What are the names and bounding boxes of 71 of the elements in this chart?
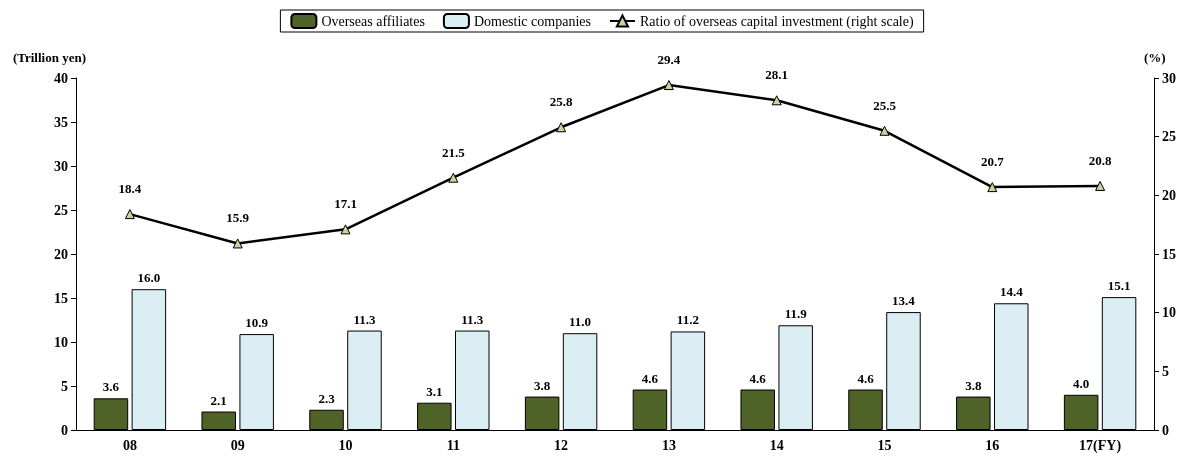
y2-tick-label: 0 (1162, 422, 1169, 438)
y-tick-label: 15 (54, 290, 68, 306)
x-tick-label: 11 (446, 437, 460, 453)
legend-label: Domestic companies (473, 13, 591, 29)
point (448, 172, 459, 183)
data-label: 28.1 (765, 67, 789, 83)
data-label: 11.3 (353, 311, 376, 327)
y-tick-label: 25 (54, 202, 68, 218)
x-tick-label: 17(FY) (1079, 437, 1122, 454)
data-label: 20.8 (1088, 152, 1112, 168)
legend-label: Overseas affiliates (321, 13, 425, 29)
data-label: 4.6 (857, 370, 875, 386)
data-label: 3.6 (102, 379, 120, 395)
data-label: 3.8 (534, 377, 551, 393)
data-label: 2.1 (210, 392, 227, 408)
data-label: 10.9 (245, 315, 269, 331)
legend-label: Ratio of overseas capital investment (right scale) (639, 13, 914, 30)
y2-tick-label: 20 (1162, 187, 1176, 203)
data-label: 11.0 (569, 314, 592, 330)
point (124, 209, 135, 220)
data-label: 11.9 (784, 306, 808, 322)
data-label: 17.1 (334, 196, 357, 212)
data-label: 20.7 (980, 154, 1005, 170)
x-tick-label: 16 (985, 437, 1000, 453)
point (879, 125, 890, 136)
x-tick-label: 13 (661, 437, 676, 453)
point (1095, 180, 1106, 191)
point (232, 238, 243, 249)
x-tick-label: 08 (122, 437, 137, 453)
y2-tick-label: 30 (1162, 70, 1176, 86)
data-label: 14.4 (999, 284, 1024, 300)
y-axis-title: (Trillion yen) (12, 50, 86, 65)
point (987, 182, 998, 193)
data-label: 15.9 (226, 210, 250, 226)
x-tick-label: 10 (338, 437, 353, 453)
x-tick-label: 15 (877, 437, 892, 453)
y-tick-label: 20 (54, 246, 68, 262)
y2-tick-label: 10 (1162, 305, 1176, 321)
x-tick-label: 14 (769, 437, 784, 453)
y-tick-label: 5 (61, 378, 68, 394)
data-label: 4.6 (749, 370, 767, 386)
data-label: 16.0 (137, 270, 161, 286)
data-label: 15.1 (1107, 278, 1131, 294)
x-tick-label: 12 (554, 437, 569, 453)
y2-tick-label: 25 (1162, 129, 1176, 145)
y-tick-label: 40 (54, 70, 68, 86)
data-label: 11.3 (461, 311, 484, 327)
x-tick-label: 09 (230, 437, 245, 453)
y2-tick-label: 5 (1162, 363, 1169, 379)
y-tick-label: 35 (54, 114, 68, 130)
data-label: 29.4 (657, 52, 681, 68)
y-tick-label: 30 (54, 158, 68, 174)
data-label: 3.8 (965, 377, 982, 393)
point (556, 122, 567, 133)
y2-tick-label: 15 (1162, 246, 1176, 262)
point (340, 224, 351, 235)
data-label: 21.5 (441, 144, 466, 160)
data-label: 18.4 (118, 181, 142, 197)
data-label: 4.6 (641, 370, 659, 386)
y2-axis-title: (%) (1144, 50, 1166, 65)
data-label: 13.4 (892, 293, 916, 309)
data-label: 4.0 (1073, 375, 1090, 391)
point (771, 95, 782, 106)
data-label: 2.3 (318, 390, 336, 406)
data-label: 11.2 (676, 312, 699, 328)
point (663, 80, 674, 91)
y-tick-label: 0 (61, 422, 68, 438)
data-label: 25.5 (873, 97, 897, 113)
data-label: 3.1 (426, 383, 443, 399)
y-tick-label: 10 (54, 334, 68, 350)
data-label: 25.8 (549, 94, 573, 110)
